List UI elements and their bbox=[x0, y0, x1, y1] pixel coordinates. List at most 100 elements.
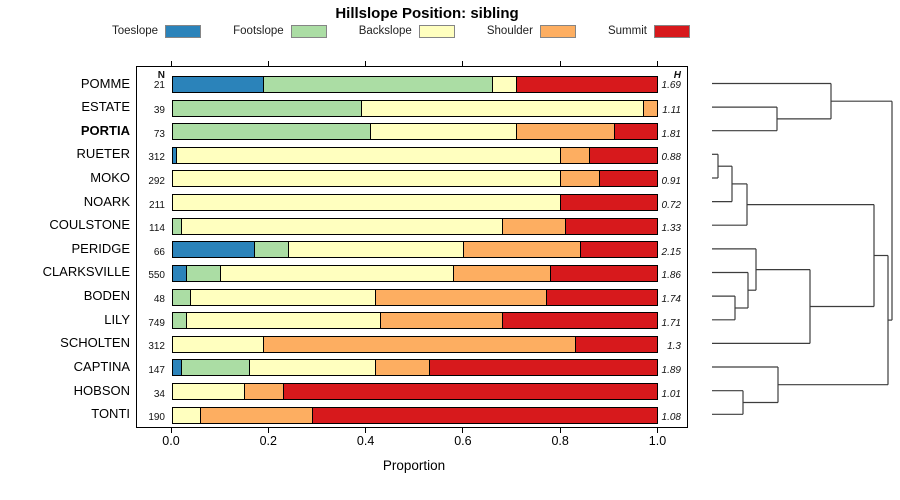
h-value: 1.08 bbox=[661, 412, 681, 424]
legend-label: Toeslope bbox=[112, 25, 159, 37]
n-value: 114 bbox=[149, 223, 165, 235]
bar-segment-summit bbox=[613, 123, 659, 141]
bar-segment-summit bbox=[550, 264, 659, 282]
toeslope-color-swatch bbox=[165, 24, 202, 38]
x-axis-tick bbox=[267, 428, 269, 433]
bar-segment-footslope bbox=[253, 241, 289, 259]
summit-color-swatch bbox=[653, 24, 690, 38]
legend-item-toeslope: Toeslope bbox=[112, 24, 202, 38]
bar-segment-shoulder bbox=[243, 383, 284, 401]
x-tick-label: 0.4 bbox=[356, 434, 375, 448]
bar-segment-summit bbox=[312, 406, 659, 424]
x-tick-label: 1.0 bbox=[648, 434, 667, 448]
legend-item-shoulder: Shoulder bbox=[487, 24, 576, 38]
bar-segment-backslope bbox=[185, 312, 382, 330]
h-header: H bbox=[673, 70, 681, 81]
x-tick-label: 0.0 bbox=[162, 434, 180, 448]
h-value: 1.11 bbox=[662, 105, 681, 117]
h-value: 1.01 bbox=[661, 388, 681, 400]
bar-segment-shoulder bbox=[375, 359, 430, 377]
h-value: 1.71 bbox=[661, 317, 681, 329]
bar-segment-backslope bbox=[172, 335, 265, 353]
x-tick-label: 0.6 bbox=[454, 434, 472, 448]
x-axis-tick bbox=[365, 428, 367, 433]
legend-label: Footslope bbox=[233, 25, 284, 37]
bar-segment-backslope bbox=[190, 288, 377, 306]
h-column-header-cell: H 1.69 bbox=[631, 71, 681, 91]
bar-segment-backslope bbox=[172, 383, 245, 401]
x-axis-tick bbox=[267, 61, 269, 66]
bar-segment-backslope bbox=[492, 76, 518, 93]
bar-segment-footslope bbox=[263, 76, 494, 93]
footslope-color-swatch bbox=[290, 24, 327, 38]
row-label-noark: NOARK bbox=[83, 193, 130, 209]
legend-label: Summit bbox=[607, 25, 647, 37]
plot-frame: N 21 H 1.69 39 1.11 73 1.81 312 0.88 292 0.91 211 0.7… bbox=[136, 66, 688, 428]
backslope-color-swatch bbox=[418, 24, 455, 38]
bar-segment-backslope bbox=[180, 217, 503, 235]
row-label-peridge: PERIDGE bbox=[71, 240, 130, 256]
h-value: 0.91 bbox=[661, 175, 681, 187]
bar-segment-summit bbox=[516, 76, 659, 93]
h-value: 0.88 bbox=[661, 152, 681, 164]
x-axis-tick bbox=[559, 428, 561, 433]
bar-segment-backslope bbox=[172, 170, 562, 188]
n-value: 73 bbox=[153, 128, 165, 140]
bar-segment-backslope bbox=[248, 359, 377, 377]
bar-segment-summit bbox=[545, 288, 659, 306]
n-value: 66 bbox=[153, 246, 165, 258]
row-label-coulstone: COULSTONE bbox=[49, 217, 130, 233]
bar-segment-toeslope bbox=[172, 241, 255, 259]
n-value: 550 bbox=[148, 270, 165, 282]
x-axis-tick bbox=[170, 61, 172, 66]
bar-segment-shoulder bbox=[375, 288, 547, 306]
row-label-pomme: POMME bbox=[80, 75, 130, 91]
bar-segment-footslope bbox=[172, 312, 187, 330]
bar-segment-summit bbox=[565, 217, 659, 235]
x-axis-tick bbox=[657, 428, 658, 433]
bar-segment-toeslope bbox=[172, 76, 265, 93]
bar-segment-shoulder bbox=[200, 406, 314, 424]
n-value: 292 bbox=[148, 175, 165, 187]
x-axis-tick bbox=[462, 61, 464, 66]
bar-segment-backslope bbox=[175, 146, 562, 164]
x-tick-label: 0.2 bbox=[259, 434, 277, 448]
bar-segment-shoulder bbox=[501, 217, 567, 235]
bar-segment-backslope bbox=[219, 264, 455, 282]
row-label-clarksville: CLARKSVILLE bbox=[42, 264, 130, 280]
h-value: 1.89 bbox=[661, 364, 681, 376]
bar-segment-backslope bbox=[360, 99, 644, 117]
row-label-captina: CAPTINA bbox=[73, 358, 130, 374]
x-axis-title: Proportion bbox=[382, 458, 446, 473]
bar-segment-footslope bbox=[172, 123, 372, 141]
h-value: 1.69 bbox=[661, 80, 681, 91]
legend-item-backslope: Backslope bbox=[358, 24, 455, 38]
bar-segment-footslope bbox=[180, 359, 250, 377]
h-value: 0.72 bbox=[661, 199, 681, 211]
row-label-rueter: RUETER bbox=[76, 146, 130, 162]
bar-segment-summit bbox=[501, 312, 659, 330]
bar-segment-footslope bbox=[172, 288, 192, 306]
n-value: 21 bbox=[153, 80, 165, 91]
legend: Toeslope Footslope Backslope Shoulder Summit bbox=[112, 23, 690, 39]
legend-label: Backslope bbox=[358, 25, 412, 37]
bar-segment-shoulder bbox=[560, 146, 591, 164]
row-label-scholten: SCHOLTEN bbox=[60, 335, 130, 351]
x-axis-tick bbox=[462, 428, 464, 433]
row-label-estate: ESTATE bbox=[81, 99, 130, 115]
bar-segment-shoulder bbox=[516, 123, 615, 141]
n-value: 39 bbox=[153, 105, 165, 117]
bar-segment-footslope bbox=[185, 264, 221, 282]
row-label-moko: MOKO bbox=[90, 169, 130, 185]
h-value: 1.3 bbox=[667, 341, 681, 353]
bar-segment-summit bbox=[574, 335, 659, 353]
bar-segment-summit bbox=[589, 146, 659, 164]
n-value: 147 bbox=[148, 364, 165, 376]
row-label-hobson: HOBSON bbox=[73, 382, 130, 398]
legend-item-summit: Summit bbox=[607, 24, 690, 38]
row-label-boden: BODEN bbox=[83, 288, 130, 304]
n-header: N bbox=[157, 70, 165, 81]
bar-segment-summit bbox=[579, 241, 659, 259]
chart-title: Hillslope Position: sibling bbox=[335, 5, 519, 22]
